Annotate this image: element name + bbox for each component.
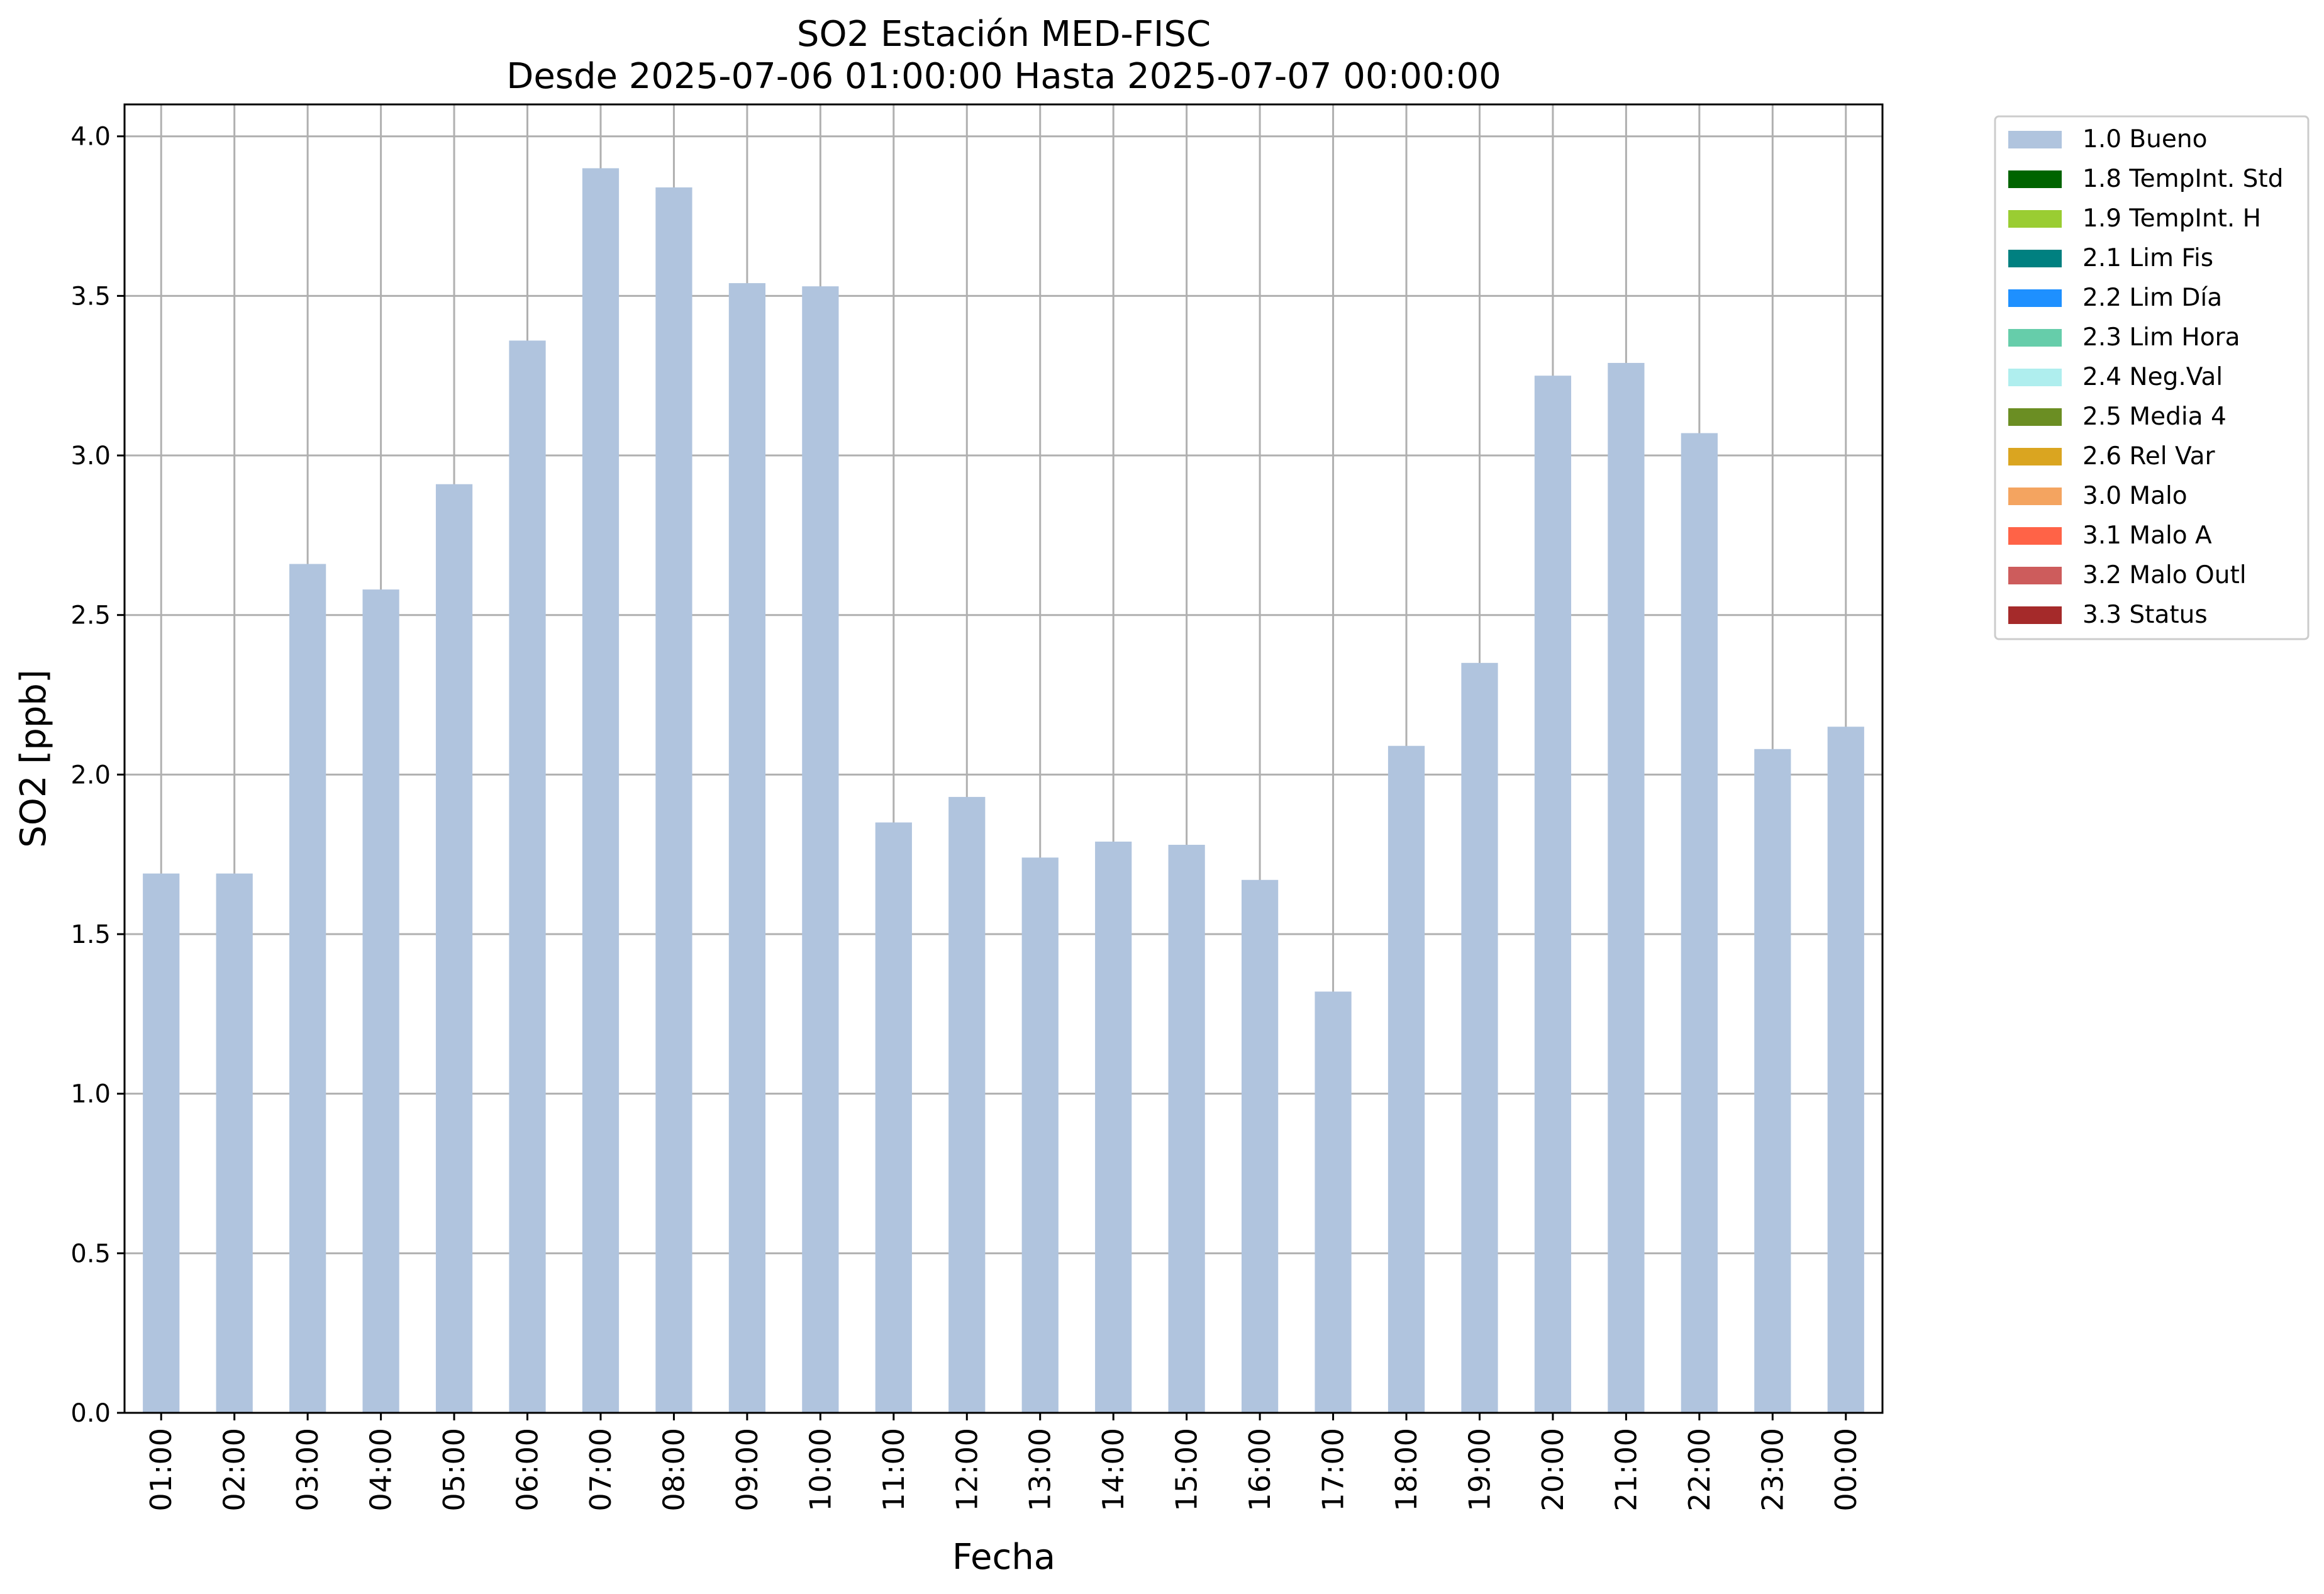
legend-label: 3.2 Malo Outl bbox=[2082, 561, 2247, 589]
bar-2200 bbox=[1681, 433, 1718, 1413]
legend-swatch bbox=[2008, 210, 2062, 228]
x-axis-ticks: 01:00 02:00 03:00 04:00 05:00 06:00 07:00 08:00… bbox=[144, 1413, 1863, 1512]
legend-swatch bbox=[2008, 448, 2062, 465]
y-tick-label: 1.0 bbox=[70, 1080, 111, 1109]
x-tick-label: 09:00 bbox=[730, 1428, 764, 1512]
bar-2100 bbox=[1608, 362, 1645, 1413]
bar-0100 bbox=[143, 873, 180, 1413]
plot-frame bbox=[123, 103, 1884, 1414]
x-tick-label: 02:00 bbox=[218, 1428, 252, 1512]
y-tick-label: 1.5 bbox=[70, 920, 111, 949]
legend-swatch bbox=[2008, 408, 2062, 426]
x-tick-label: 06:00 bbox=[511, 1428, 545, 1512]
bar-0800 bbox=[655, 187, 692, 1413]
x-tick-label: 19:00 bbox=[1462, 1428, 1496, 1512]
x-tick-label: 08:00 bbox=[657, 1428, 691, 1512]
bar-1700 bbox=[1315, 991, 1352, 1413]
y-tick-label: 0.0 bbox=[70, 1399, 111, 1428]
x-tick-label: 10:00 bbox=[803, 1428, 837, 1512]
bar-0900 bbox=[728, 283, 766, 1413]
bar-0200 bbox=[216, 873, 253, 1413]
x-tick-label: 00:00 bbox=[1829, 1428, 1863, 1512]
legend-label: 2.3 Lim Hora bbox=[2082, 323, 2240, 352]
y-axis-label: SO2 [ppb] bbox=[13, 669, 54, 847]
x-axis-label: Fecha bbox=[952, 1537, 1055, 1578]
bar-1300 bbox=[1021, 857, 1059, 1413]
legend-swatch bbox=[2008, 250, 2062, 267]
y-tick-label: 4.0 bbox=[70, 123, 111, 152]
x-tick-label: 23:00 bbox=[1755, 1428, 1789, 1512]
bar-2000 bbox=[1534, 376, 1572, 1413]
x-tick-label: 22:00 bbox=[1682, 1428, 1716, 1512]
y-axis-ticks: 0.0 0.5 1.0 1.5 2.0 2.5 3.0 3.5 4.0 bbox=[70, 123, 125, 1428]
x-tick-label: 18:00 bbox=[1389, 1428, 1423, 1512]
x-tick-label: 16:00 bbox=[1243, 1428, 1277, 1512]
legend-items: 1.0 Bueno 1.8 TempInt. Std 1.9 TempInt. H 2… bbox=[2008, 125, 2283, 629]
bar-1500 bbox=[1168, 844, 1205, 1413]
x-tick-label: 03:00 bbox=[291, 1428, 325, 1512]
legend-swatch bbox=[2008, 606, 2062, 624]
legend-swatch bbox=[2008, 170, 2062, 188]
bar-2300 bbox=[1754, 749, 1791, 1413]
bar-1200 bbox=[948, 796, 986, 1413]
legend-label: 2.6 Rel Var bbox=[2082, 442, 2216, 471]
y-tick-label: 3.5 bbox=[70, 282, 111, 311]
legend-swatch bbox=[2008, 289, 2062, 307]
x-tick-label: 12:00 bbox=[950, 1428, 984, 1512]
legend-label: 2.4 Neg.Val bbox=[2082, 363, 2223, 391]
legend-swatch bbox=[2008, 527, 2062, 545]
x-tick-label: 01:00 bbox=[144, 1428, 178, 1512]
legend-label: 3.1 Malo A bbox=[2082, 521, 2212, 550]
chart-title: SO2 Estación MED-FISC bbox=[797, 14, 1211, 55]
legend-label: 2.5 Media 4 bbox=[2082, 403, 2227, 431]
y-tick-label: 2.5 bbox=[70, 601, 111, 630]
bar-0500 bbox=[435, 484, 473, 1413]
x-tick-label: 07:00 bbox=[584, 1428, 618, 1512]
bar-1800 bbox=[1387, 745, 1425, 1413]
x-tick-label: 13:00 bbox=[1023, 1428, 1057, 1512]
legend-swatch bbox=[2008, 369, 2062, 386]
y-tick-label: 0.5 bbox=[70, 1239, 111, 1268]
x-tick-label: 17:00 bbox=[1316, 1428, 1350, 1512]
bar-1600 bbox=[1241, 879, 1279, 1413]
legend-swatch bbox=[2008, 329, 2062, 347]
legend-swatch bbox=[2008, 567, 2062, 584]
x-tick-label: 15:00 bbox=[1170, 1428, 1204, 1512]
legend: 1.0 Bueno 1.8 TempInt. Std 1.9 TempInt. H 2… bbox=[1994, 115, 2310, 640]
bar-0000 bbox=[1827, 727, 1864, 1413]
x-tick-label: 05:00 bbox=[437, 1428, 471, 1512]
x-tick-label: 14:00 bbox=[1096, 1428, 1130, 1512]
legend-swatch bbox=[2008, 488, 2062, 505]
bar-0700 bbox=[582, 168, 620, 1413]
bar-1900 bbox=[1461, 662, 1498, 1413]
chart-subtitle: Desde 2025-07-06 01:00:00 Hasta 2025-07-… bbox=[506, 56, 1501, 97]
legend-swatch bbox=[2008, 131, 2062, 148]
x-tick-label: 21:00 bbox=[1609, 1428, 1643, 1512]
y-tick-label: 3.0 bbox=[70, 442, 111, 471]
x-tick-label: 11:00 bbox=[877, 1428, 911, 1512]
bar-1400 bbox=[1095, 841, 1132, 1413]
bars bbox=[143, 168, 1864, 1413]
x-tick-label: 20:00 bbox=[1536, 1428, 1570, 1512]
bar-0600 bbox=[509, 340, 546, 1413]
legend-label: 1.9 TempInt. H bbox=[2082, 204, 2261, 233]
legend-label: 2.1 Lim Fis bbox=[2082, 244, 2213, 272]
bar-1000 bbox=[802, 286, 839, 1413]
legend-label: 3.0 Malo bbox=[2082, 482, 2188, 510]
bar-0400 bbox=[362, 589, 399, 1413]
legend-label: 1.8 TempInt. Std bbox=[2082, 165, 2283, 193]
bar-0300 bbox=[289, 564, 326, 1413]
bar-1100 bbox=[875, 822, 912, 1413]
legend-label: 3.3 Status bbox=[2082, 601, 2208, 629]
x-tick-label: 04:00 bbox=[364, 1428, 398, 1512]
legend-box bbox=[1994, 115, 2310, 640]
legend-label: 1.0 Bueno bbox=[2082, 125, 2207, 153]
legend-label: 2.2 Lim Día bbox=[2082, 284, 2222, 312]
y-tick-label: 2.0 bbox=[70, 761, 111, 789]
